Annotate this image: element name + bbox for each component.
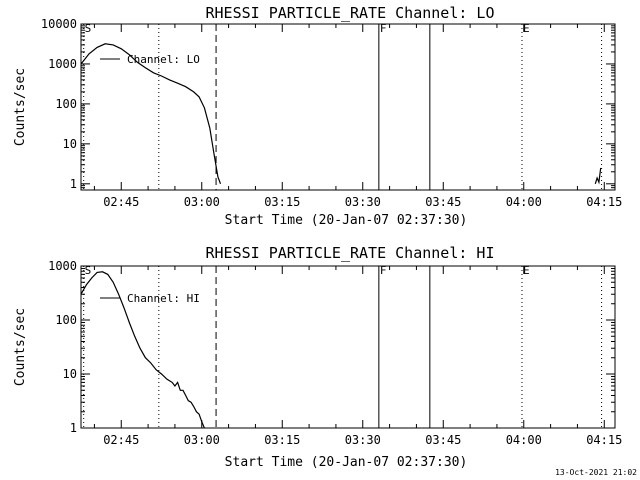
x-tick-label: 03:45 bbox=[425, 195, 461, 209]
x-tick-label: 03:30 bbox=[345, 433, 381, 447]
x-tick-label: 03:45 bbox=[425, 433, 461, 447]
time-marker-label: E bbox=[523, 22, 530, 35]
x-tick-label: 03:30 bbox=[345, 195, 381, 209]
x-tick-label: 02:45 bbox=[103, 195, 139, 209]
y-tick-label: 1 bbox=[70, 421, 77, 435]
y-axis-ticks: 1 10 100 1000 10000 bbox=[41, 17, 615, 191]
y-axis-label: Counts/sec bbox=[13, 68, 28, 146]
x-tick-label: 03:00 bbox=[184, 195, 220, 209]
x-tick-label: 03:15 bbox=[264, 433, 300, 447]
x-axis-ticks: 02:45 03:00 03:15 03:30 03:45 04:00 04:15 bbox=[93, 24, 622, 209]
y-tick-label: 100 bbox=[55, 97, 77, 111]
hi-channel-panel: RHESSI PARTICLE_RATE Channel: HI 1101001… bbox=[13, 244, 622, 470]
y-tick-label: 10 bbox=[63, 367, 77, 381]
x-axis-label: Start Time (20-Jan-07 02:37:30) bbox=[225, 455, 468, 470]
x-tick-label: 04:15 bbox=[586, 433, 622, 447]
time-marker-label: S bbox=[85, 22, 92, 35]
x-tick-label: 04:15 bbox=[586, 195, 622, 209]
chart-title: RHESSI PARTICLE_RATE Channel: LO bbox=[206, 4, 495, 22]
time-marker-label: E bbox=[523, 264, 530, 277]
y-tick-label: 10 bbox=[63, 137, 77, 151]
x-tick-label: 02:45 bbox=[103, 433, 139, 447]
data-series bbox=[80, 271, 205, 429]
y-tick-label: 1000 bbox=[48, 259, 77, 273]
y-tick-label: 100 bbox=[55, 313, 77, 327]
y-tick-label: 1 bbox=[70, 177, 77, 191]
x-axis-label: Start Time (20-Jan-07 02:37:30) bbox=[225, 213, 468, 228]
plot-frame bbox=[80, 23, 616, 191]
plot-frame bbox=[80, 265, 616, 429]
legend-entry: Channel: LO bbox=[127, 53, 200, 66]
legend-entry: Channel: HI bbox=[127, 292, 200, 305]
x-tick-label: 03:15 bbox=[264, 195, 300, 209]
y-tick-label: 1000 bbox=[48, 57, 77, 71]
time-marker-label: F bbox=[380, 264, 387, 277]
series-line-0 bbox=[80, 43, 222, 185]
generation-timestamp: 13-Oct-2021 21:02 bbox=[555, 468, 637, 477]
data-series bbox=[80, 43, 602, 185]
time-marker-label: S bbox=[85, 264, 92, 277]
time-marker-label: F bbox=[380, 22, 387, 35]
series-line-1 bbox=[594, 167, 602, 185]
lo-channel-panel: RHESSI PARTICLE_RATE Channel: LO 1101001… bbox=[13, 4, 622, 228]
chart-title: RHESSI PARTICLE_RATE Channel: HI bbox=[206, 244, 495, 262]
y-axis-ticks: 1 10 100 1000 bbox=[48, 259, 615, 435]
x-tick-label: 04:00 bbox=[506, 433, 542, 447]
series-line-0 bbox=[80, 271, 205, 429]
x-axis-ticks: 02:45 03:00 03:15 03:30 03:45 04:00 04:15 bbox=[93, 266, 622, 447]
x-tick-label: 03:00 bbox=[184, 433, 220, 447]
y-axis-label: Counts/sec bbox=[13, 308, 28, 386]
y-tick-label: 10000 bbox=[41, 17, 77, 31]
x-tick-label: 04:00 bbox=[506, 195, 542, 209]
